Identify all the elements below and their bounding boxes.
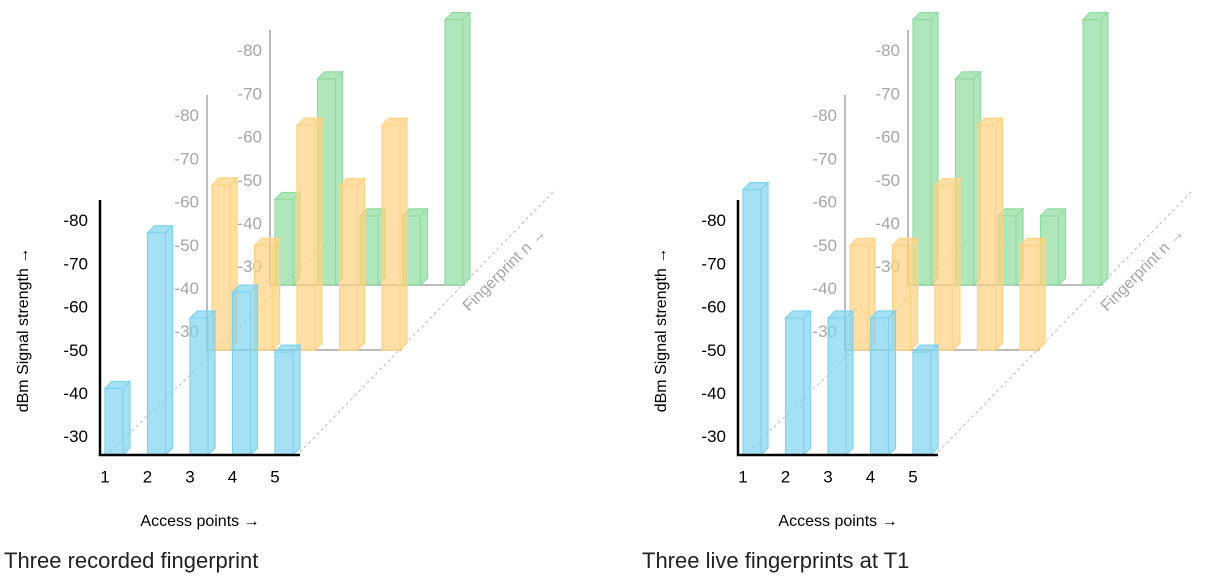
bar xyxy=(401,207,429,287)
x-tick-label: 4 xyxy=(866,467,875,486)
y-axis-label: dBm Signal strength → xyxy=(653,248,670,413)
z-axis-label: Fingerprint n → xyxy=(1098,225,1188,315)
back-y-tick-label: -40 xyxy=(237,214,262,233)
bar xyxy=(784,309,812,457)
y-tick-label: -40 xyxy=(701,384,726,403)
y-tick-label: -30 xyxy=(63,427,88,446)
bar xyxy=(316,70,344,287)
back-y-tick-label: -50 xyxy=(174,236,199,255)
x-tick-label: 2 xyxy=(781,467,790,486)
x-tick-label: 1 xyxy=(738,467,747,486)
bar xyxy=(911,343,940,457)
depth-guide xyxy=(299,189,556,453)
y-tick-label: -40 xyxy=(63,384,88,403)
back-y-tick-label: -70 xyxy=(812,149,837,168)
bar xyxy=(188,309,217,457)
bar xyxy=(146,224,174,457)
back-y-tick-label: -70 xyxy=(237,84,262,103)
back-y-tick-label: -40 xyxy=(174,279,199,298)
bar xyxy=(253,236,281,352)
depth-guide xyxy=(937,189,1194,453)
bar xyxy=(295,116,324,352)
bar xyxy=(231,283,259,457)
x-axis-label: Access points → xyxy=(778,513,897,530)
bar xyxy=(1018,236,1047,352)
front-axis xyxy=(98,200,300,457)
back-y-tick-label: -60 xyxy=(812,193,837,212)
y-tick-label: -60 xyxy=(63,298,88,317)
bar xyxy=(103,379,132,457)
back-y-tick-label: -80 xyxy=(812,106,837,125)
back-y-tick-label: -40 xyxy=(812,279,837,298)
bar xyxy=(848,236,877,352)
bar xyxy=(273,343,302,457)
x-axis-label: Access points → xyxy=(140,513,259,530)
bar xyxy=(338,177,366,352)
y-tick-label: -80 xyxy=(63,211,88,230)
x-tick-label: 5 xyxy=(270,467,279,486)
y-tick-label: -60 xyxy=(701,298,726,317)
bar xyxy=(869,309,897,457)
front-axis xyxy=(736,200,938,457)
back-y-tick-label: -60 xyxy=(875,128,900,147)
bar xyxy=(1081,11,1110,287)
y-tick-label: -50 xyxy=(701,341,726,360)
bar xyxy=(933,177,962,352)
bar xyxy=(443,11,472,287)
bar xyxy=(976,116,1004,352)
chart-caption: Three live fingerprints at T1 xyxy=(642,548,909,573)
bar xyxy=(741,181,770,457)
back-y-tick-label: -80 xyxy=(174,106,199,125)
back-y-tick-label: -60 xyxy=(174,193,199,212)
back-y-tick-label: -80 xyxy=(875,41,900,60)
back-y-tick-label: -80 xyxy=(237,41,262,60)
bar xyxy=(1039,207,1067,287)
back-y-tick-label: -50 xyxy=(875,171,900,190)
x-tick-label: 3 xyxy=(185,467,194,486)
back-y-tick-label: -60 xyxy=(237,128,262,147)
bar xyxy=(891,236,919,352)
chart-caption: Three recorded fingerprint xyxy=(4,548,258,573)
y-tick-label: -80 xyxy=(701,211,726,230)
bar xyxy=(210,176,239,352)
z-axis-label: Fingerprint n → xyxy=(460,225,550,315)
x-tick-label: 1 xyxy=(100,467,109,486)
back-y-tick-label: -50 xyxy=(812,236,837,255)
back-y-tick-label: -70 xyxy=(174,149,199,168)
y-tick-label: -70 xyxy=(701,254,726,273)
x-tick-label: 5 xyxy=(908,467,917,486)
bar xyxy=(380,116,409,352)
y-tick-label: -70 xyxy=(63,254,88,273)
back-y-tick-label: -40 xyxy=(875,214,900,233)
y-axis-label: dBm Signal strength → xyxy=(15,248,32,413)
y-tick-label: -30 xyxy=(701,427,726,446)
bar xyxy=(826,309,855,457)
back-y-tick-label: -50 xyxy=(237,171,262,190)
x-tick-label: 2 xyxy=(143,467,152,486)
y-tick-label: -50 xyxy=(63,341,88,360)
x-tick-label: 4 xyxy=(228,467,237,486)
x-tick-label: 3 xyxy=(823,467,832,486)
back-y-tick-label: -70 xyxy=(875,84,900,103)
